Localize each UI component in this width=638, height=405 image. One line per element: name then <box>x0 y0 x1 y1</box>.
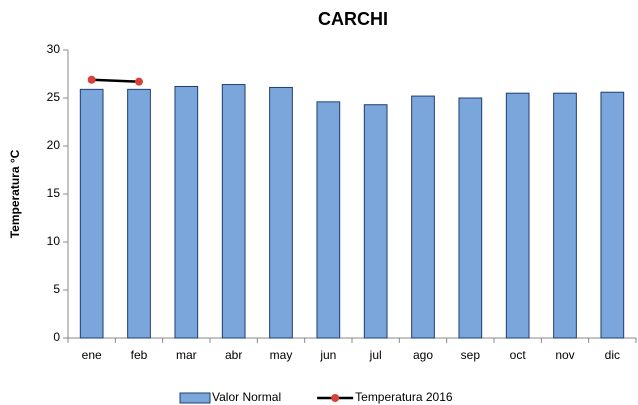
legend-swatch <box>179 392 211 404</box>
x-tick-label: ene <box>82 348 102 362</box>
bar <box>553 92 577 339</box>
y-tick-label: 0 <box>53 330 60 344</box>
line-marker <box>87 75 96 84</box>
line <box>91 78 140 83</box>
bar <box>174 85 199 339</box>
bar <box>363 104 388 339</box>
x-tick-label: dic <box>605 348 620 362</box>
legend-label: Valor Normal <box>212 390 281 404</box>
bar <box>79 88 104 339</box>
bar <box>316 101 341 339</box>
y-tick-label: 15 <box>47 186 61 200</box>
legend-marker <box>331 394 340 402</box>
bar <box>505 92 530 339</box>
y-tick-label: 25 <box>47 90 61 104</box>
bar <box>458 97 483 339</box>
x-tick-label: oct <box>510 348 527 362</box>
x-tick-label: ago <box>413 348 433 362</box>
y-tick-label: 5 <box>53 282 60 296</box>
x-tick-label: mar <box>176 348 197 362</box>
bar <box>600 91 625 339</box>
legend-label: Temperatura 2016 <box>355 390 453 404</box>
x-tick-label: sep <box>461 348 481 362</box>
x-tick-label: feb <box>131 348 148 362</box>
x-tick-label: abr <box>225 348 242 362</box>
x-tick-label: may <box>270 348 293 362</box>
y-tick-label: 20 <box>47 138 61 152</box>
y-tick-label: 10 <box>47 234 61 248</box>
y-tick-label: 30 <box>47 42 61 56</box>
x-tick-label: jun <box>319 348 336 362</box>
bar <box>221 84 246 339</box>
bar <box>411 95 435 339</box>
y-axis-label: Temperatura °C <box>8 149 22 238</box>
line-marker <box>135 77 143 86</box>
chart-title: CARCHI <box>318 9 388 29</box>
bar <box>127 88 151 339</box>
x-tick-label: jul <box>369 348 382 362</box>
bar <box>269 86 293 339</box>
x-tick-label: nov <box>555 348 574 362</box>
